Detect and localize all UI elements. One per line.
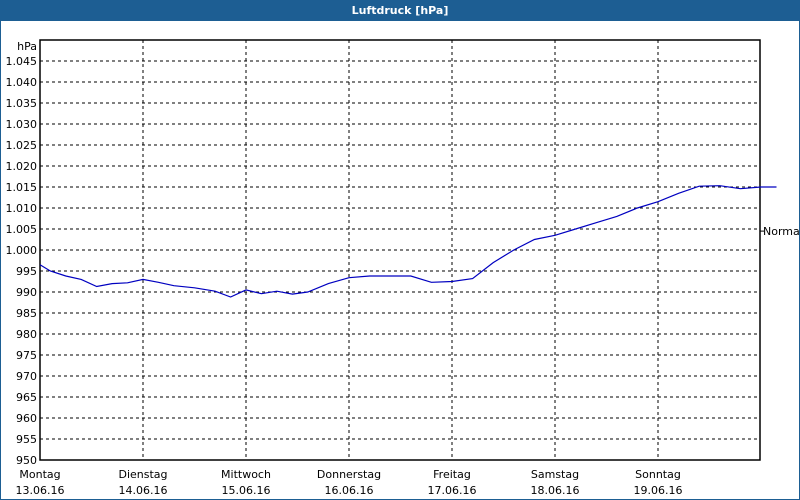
y-tick-label: 1.025 [6, 139, 38, 152]
x-tick-day: Freitag [433, 468, 471, 481]
x-tick-day: Samstag [531, 468, 579, 481]
pressure-line [39, 185, 777, 298]
plot-frame [39, 39, 761, 461]
y-tick-label: 1.040 [6, 76, 38, 89]
x-tick-day: Sonntag [635, 468, 681, 481]
y-tick-label: 1.010 [6, 202, 38, 215]
y-tick-label: 960 [16, 412, 37, 425]
y-tick-label: 975 [16, 349, 37, 362]
x-tick-date: 17.06.16 [428, 484, 477, 497]
x-tick-day: Montag [19, 468, 60, 481]
y-tick-label: 1.035 [6, 97, 38, 110]
y-tick-label: 1.045 [6, 55, 38, 68]
y-tick-label: 1.030 [6, 118, 38, 131]
x-tick-date: 16.06.16 [325, 484, 374, 497]
x-tick-date: 13.06.16 [16, 484, 65, 497]
x-tick-date: 18.06.16 [531, 484, 580, 497]
normal-label: Normal [763, 225, 800, 238]
y-tick-label: 980 [16, 328, 37, 341]
y-tick-label: 995 [16, 265, 37, 278]
y-tick-label: 990 [16, 286, 37, 299]
x-tick-date: 15.06.16 [222, 484, 271, 497]
y-tick-label: 970 [16, 370, 37, 383]
y-tick-label: 955 [16, 433, 37, 446]
x-tick-date: 19.06.16 [634, 484, 683, 497]
chart-title: Luftdruck [hPa] [1, 1, 799, 21]
y-tick-label: 965 [16, 391, 37, 404]
x-tick-date: 14.06.16 [119, 484, 168, 497]
y-axis-unit: hPa [17, 40, 37, 53]
x-tick-day: Dienstag [118, 468, 167, 481]
y-tick-label: 1.000 [6, 244, 38, 257]
y-tick-label: 985 [16, 307, 37, 320]
x-tick-day: Mittwoch [221, 468, 271, 481]
y-tick-label: 1.015 [6, 181, 38, 194]
x-tick-day: Donnerstag [317, 468, 381, 481]
y-tick-label: 1.005 [6, 223, 38, 236]
y-tick-label: 950 [16, 454, 37, 467]
y-tick-label: 1.020 [6, 160, 38, 173]
